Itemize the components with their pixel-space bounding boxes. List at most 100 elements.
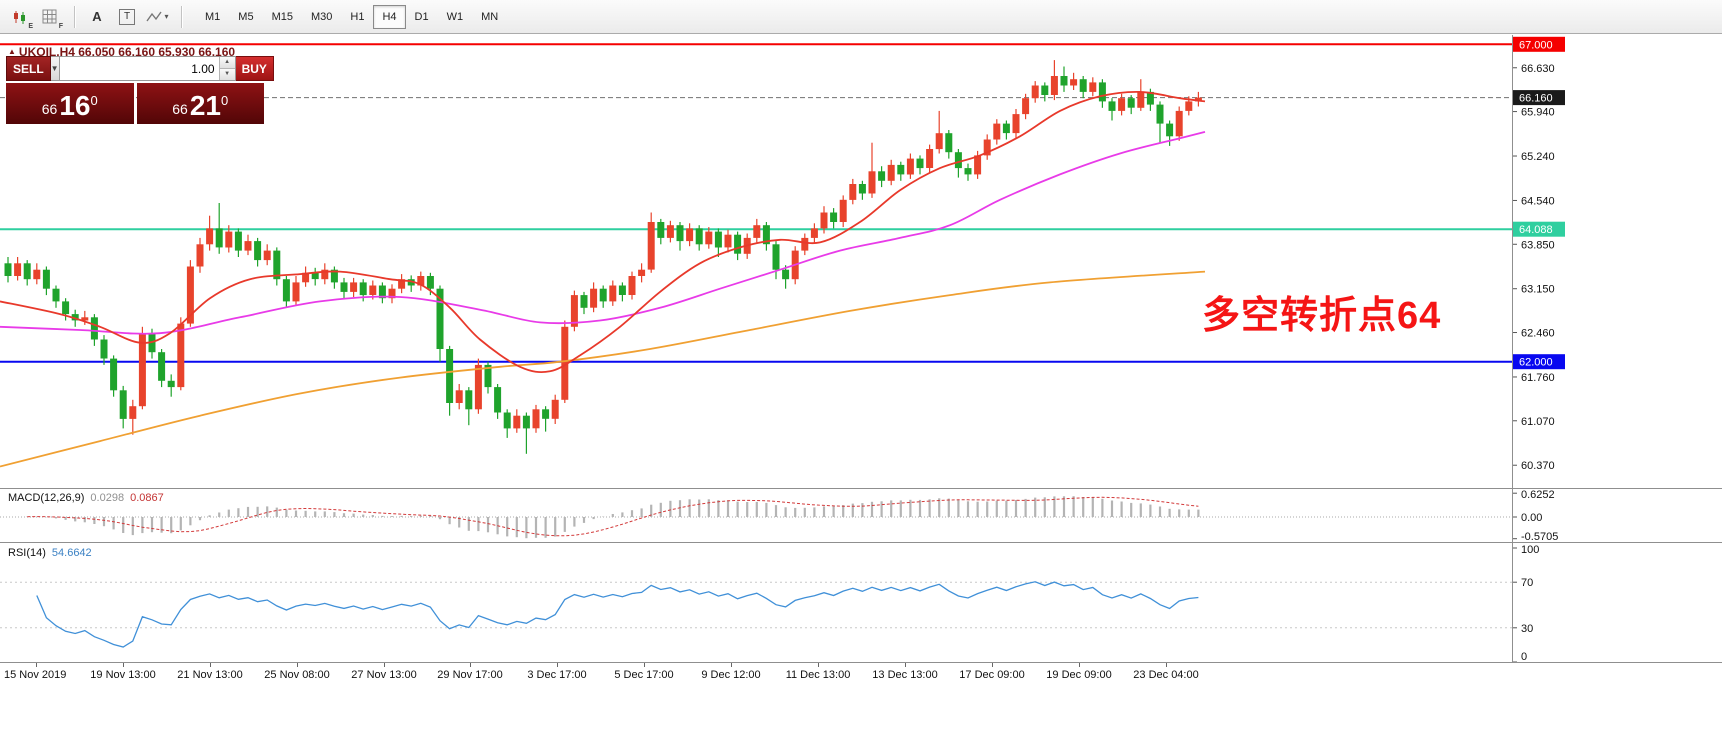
lot-size-input[interactable]	[59, 57, 219, 80]
svg-text:62.000: 62.000	[1519, 357, 1553, 369]
time-label: 23 Dec 04:00	[1133, 669, 1199, 681]
lot-increase-button[interactable]: ▲	[219, 57, 235, 68]
time-label: 5 Dec 17:00	[614, 669, 674, 681]
price-axis-border	[1512, 35, 1513, 662]
time-label: 13 Dec 13:00	[872, 669, 938, 681]
timeframe-h1[interactable]: H1	[350, 10, 365, 23]
main-chart[interactable]: 66.630 65.940 65.240 64.540 63.850 63.150 62.4…	[0, 35, 1722, 488]
panel-splitter[interactable]	[0, 662, 1722, 663]
svg-text:63.150: 63.150	[1521, 284, 1555, 296]
timeframe-m1[interactable]: M1	[205, 10, 221, 23]
time-tick	[384, 663, 385, 667]
text-tool-icon: A	[92, 9, 102, 24]
svg-text:62.460: 62.460	[1521, 328, 1555, 340]
time-tick	[123, 663, 124, 667]
macd-indicator-label: MACD(12,26,9) 0.0298 0.0867	[8, 492, 164, 504]
svg-text:0.00: 0.00	[1521, 512, 1542, 524]
time-tick	[905, 663, 906, 667]
svg-text:60.370: 60.370	[1521, 460, 1555, 472]
chart-annotation: 多空转折点64	[1202, 295, 1442, 337]
template-icon: T	[119, 8, 135, 25]
svg-text:65.940: 65.940	[1521, 107, 1555, 119]
timeframe-m15[interactable]: M15	[271, 10, 293, 23]
time-tick	[818, 663, 819, 667]
chevron-down-icon: ▾	[164, 12, 169, 21]
time-label: 17 Dec 09:00	[959, 669, 1025, 681]
buy-button[interactable]: BUY	[235, 56, 274, 81]
lot-size-box: ▲ ▼	[59, 56, 236, 81]
time-label: 19 Dec 09:00	[1046, 669, 1112, 681]
timeframe-m30[interactable]: M30	[310, 10, 333, 23]
timeframe-w1[interactable]: W1	[446, 10, 464, 23]
svg-text:63.850: 63.850	[1521, 239, 1555, 251]
toolbar-separator	[181, 5, 182, 28]
candlestick-chart-icon	[14, 10, 25, 24]
template-button[interactable]: T	[113, 4, 141, 30]
svg-text:61.070: 61.070	[1521, 416, 1555, 428]
svg-text:0.6252: 0.6252	[1521, 489, 1555, 501]
time-tick	[1079, 663, 1080, 667]
time-label: 21 Nov 13:00	[177, 669, 243, 681]
chevron-down-icon: ▼	[50, 64, 59, 73]
timeframe-buttons: M1 M5 M15 M30 H1 H4 D1 W1 MN	[196, 4, 507, 29]
svg-text:100: 100	[1521, 544, 1539, 556]
time-axis[interactable]: 15 Nov 2019 19 Nov 13:00 21 Nov 13:00 25 No…	[0, 663, 1722, 689]
icon-sub-label: F	[58, 22, 63, 30]
time-label: 15 Nov 2019	[4, 669, 67, 681]
toolbar-separator	[74, 5, 75, 28]
svg-text:64.540: 64.540	[1521, 196, 1555, 208]
svg-text:66.160: 66.160	[1519, 93, 1553, 105]
grid-button[interactable]: F	[36, 4, 64, 30]
grid-icon	[42, 9, 57, 23]
panel-splitter[interactable]	[0, 488, 1722, 489]
sell-price-display[interactable]: 66 16 0	[6, 83, 134, 124]
time-label: 3 Dec 17:00	[527, 669, 587, 681]
chart-shift-marker: ▲	[8, 47, 16, 56]
rsi-indicator-label: RSI(14) 54.6642	[8, 547, 92, 559]
cycles-icon	[146, 11, 163, 21]
chart-area[interactable]: 66.630 65.940 65.240 64.540 63.850 63.150 62.4…	[0, 35, 1722, 752]
toolbar: E F A T ▾ M1 M5 M15 M30 H1 H4 D1 W1 MN	[0, 0, 1722, 34]
lot-decrease-button[interactable]: ▼	[219, 68, 235, 80]
time-label: 11 Dec 13:00	[785, 669, 851, 681]
sell-button[interactable]: SELL	[6, 56, 51, 81]
time-tick	[297, 663, 298, 667]
time-label: 9 Dec 12:00	[701, 669, 761, 681]
text-label-button[interactable]: A	[83, 4, 111, 30]
timeframe-h4[interactable]: H4	[373, 4, 406, 29]
time-tick	[731, 663, 732, 667]
svg-text:66.630: 66.630	[1521, 63, 1555, 75]
svg-text:61.760: 61.760	[1521, 372, 1555, 384]
svg-text:64.088: 64.088	[1519, 224, 1553, 236]
svg-text:-0.5705: -0.5705	[1521, 531, 1558, 542]
svg-text:0: 0	[1521, 651, 1527, 662]
timeframe-d1[interactable]: D1	[414, 10, 429, 23]
svg-text:30: 30	[1521, 623, 1533, 635]
lot-dropdown-button[interactable]: ▼	[50, 56, 60, 81]
time-tick	[210, 663, 211, 667]
timeframe-mn[interactable]: MN	[481, 10, 499, 23]
time-tick	[557, 663, 558, 667]
svg-text:70: 70	[1521, 577, 1533, 589]
svg-text:67.000: 67.000	[1519, 39, 1553, 51]
icon-sub-label: E	[28, 22, 33, 30]
buy-price-display[interactable]: 66 21 0	[136, 83, 264, 124]
time-tick	[1166, 663, 1167, 667]
time-label: 29 Nov 17:00	[437, 669, 503, 681]
time-tick	[470, 663, 471, 667]
time-label: 27 Nov 13:00	[351, 669, 417, 681]
timeframe-m5[interactable]: M5	[238, 10, 254, 23]
macd-panel[interactable]: 0.6252 0.00 -0.5705	[0, 489, 1722, 542]
symbol-ohlc-text: UKOIL,H4 66.050 66.160 65.930 66.160	[18, 45, 236, 59]
time-tick	[992, 663, 993, 667]
time-tick	[36, 663, 37, 667]
time-label: 25 Nov 08:00	[264, 669, 330, 681]
lot-spinner: ▲ ▼	[218, 57, 235, 80]
panel-splitter[interactable]	[0, 542, 1722, 543]
chart-type-button[interactable]: E	[6, 4, 34, 30]
symbol-ohlc-label: ▲ UKOIL,H4 66.050 66.160 65.930 66.160	[8, 45, 235, 59]
rsi-panel[interactable]: 100 70 30 0	[0, 543, 1722, 662]
cycles-button[interactable]: ▾	[143, 4, 171, 30]
time-label: 19 Nov 13:00	[90, 669, 156, 681]
